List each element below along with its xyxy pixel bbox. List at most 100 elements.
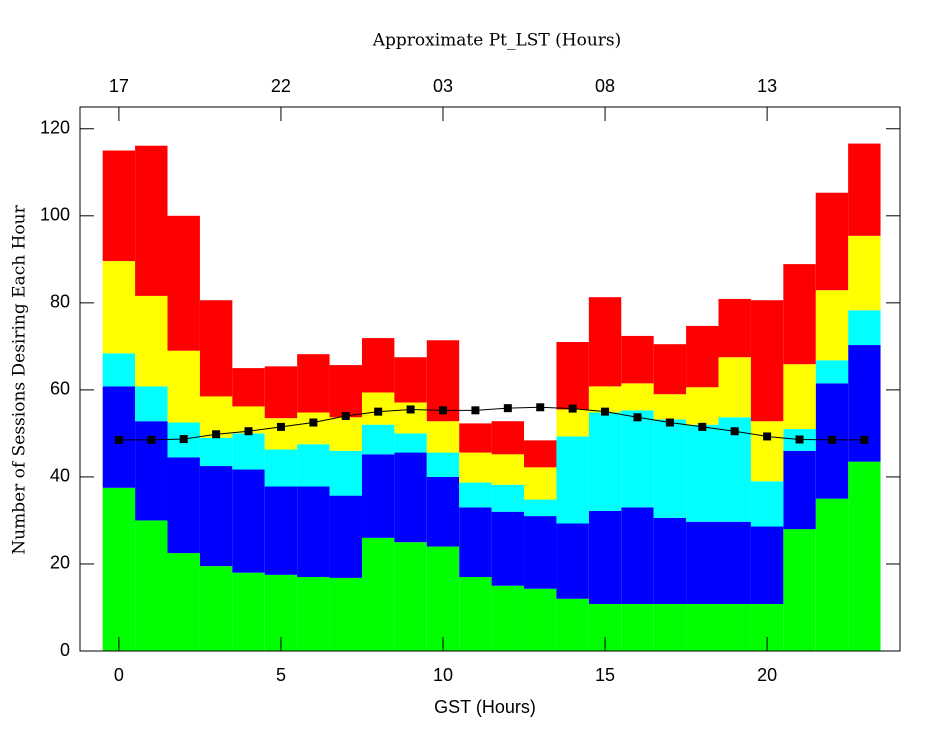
bar-segment — [102, 261, 136, 354]
bar-segment — [621, 383, 654, 411]
line — [118, 406, 865, 441]
bar-segment — [394, 452, 427, 543]
bar-segment — [232, 368, 265, 407]
bar-segment — [491, 585, 525, 651]
bar-segment — [686, 521, 719, 604]
bar-segment — [524, 588, 557, 651]
bar-segment — [459, 507, 492, 578]
y-axis-title: Number of Sessions Desiring Each Hour — [10, 204, 30, 554]
bar-segment — [264, 449, 298, 487]
bar-segment — [199, 300, 233, 397]
bar-segment — [361, 537, 395, 651]
bar-segment — [264, 486, 298, 575]
top-tick-label: 08 — [595, 76, 615, 96]
line-marker — [114, 435, 123, 444]
bar-segment — [459, 423, 492, 453]
bar-segment — [167, 215, 200, 351]
line-marker — [698, 422, 707, 431]
bar-segment — [653, 344, 687, 395]
bar-segment — [718, 298, 751, 358]
bar-segment — [135, 295, 168, 387]
line-marker — [439, 406, 448, 415]
bar-segment — [556, 409, 589, 437]
bar-segment — [459, 482, 492, 508]
line-marker — [374, 407, 383, 416]
bar-segment — [621, 410, 654, 508]
bar-segment — [848, 310, 881, 346]
bar-segment — [426, 421, 460, 453]
bar-segment — [491, 421, 525, 455]
bar-segment — [524, 440, 557, 468]
y-tick-label: 60 — [50, 379, 70, 399]
bar-segment — [297, 412, 330, 445]
line-marker — [860, 435, 869, 444]
bar-segment — [361, 454, 395, 538]
line-marker — [665, 418, 674, 427]
bar-segment — [394, 542, 427, 651]
bar-segment — [135, 520, 168, 651]
bar-segment — [815, 498, 849, 651]
line-marker — [633, 413, 642, 422]
bar-segment — [232, 572, 265, 651]
bar-segment — [621, 335, 654, 384]
line-marker — [795, 435, 804, 444]
bar-segment — [750, 481, 784, 527]
bar-segment — [783, 450, 816, 530]
bar-segment — [167, 350, 200, 423]
bar-segment — [556, 342, 589, 410]
bar-segment — [426, 476, 460, 547]
bar-segment — [815, 192, 849, 291]
bar-segment — [588, 510, 622, 604]
line-marker — [309, 418, 318, 427]
bar-segment — [167, 457, 200, 554]
y-tick-label: 100 — [40, 205, 70, 225]
bar-segment — [783, 529, 816, 651]
line-marker — [730, 427, 739, 436]
bar-segment — [653, 603, 687, 651]
bar-segment — [588, 297, 622, 387]
bar-segment — [426, 546, 460, 651]
bar-segment — [718, 521, 751, 604]
y-tick-label: 40 — [50, 466, 70, 486]
top-tick-label: 17 — [109, 76, 129, 96]
bar-segment — [750, 421, 784, 482]
bar-segment — [556, 436, 589, 524]
bar-segment — [199, 466, 233, 567]
bar-segment — [783, 264, 816, 365]
bar-segment — [556, 523, 589, 599]
bar-segment — [329, 365, 362, 418]
bar-segment — [653, 517, 687, 604]
top-tick-label: 22 — [271, 76, 291, 96]
bar-segment — [459, 577, 492, 651]
bar-segment — [329, 450, 362, 496]
bar-segment — [815, 290, 849, 361]
bar-segment — [297, 354, 330, 413]
x-tick-label: 15 — [595, 665, 615, 685]
line-marker — [406, 405, 415, 414]
plot-frame — [79, 106, 901, 652]
bar-segment — [556, 598, 589, 651]
bar-segment — [199, 437, 233, 467]
line-marker — [212, 430, 221, 439]
bar-segment — [297, 444, 330, 487]
bar-segment — [653, 419, 687, 518]
bar-segment — [329, 577, 362, 651]
x-axis-title: GST (Hours) — [434, 697, 536, 717]
x-tick-label: 10 — [433, 665, 453, 685]
bar-segment — [361, 424, 395, 455]
bar-segment — [848, 461, 881, 651]
bar-segment — [135, 386, 168, 422]
bar-segment — [686, 603, 719, 651]
bar-segment — [653, 394, 687, 420]
bar-segment — [491, 511, 525, 586]
bar-segment — [459, 452, 492, 483]
line-marker — [536, 403, 545, 412]
bar-segment — [297, 577, 330, 651]
bar-segment — [686, 325, 719, 388]
line-marker — [179, 435, 188, 444]
bar-segment — [524, 516, 557, 589]
bar-segment — [848, 143, 881, 236]
bar-segment — [329, 495, 362, 578]
bar-segment — [102, 150, 136, 262]
bar-segment — [524, 499, 557, 517]
